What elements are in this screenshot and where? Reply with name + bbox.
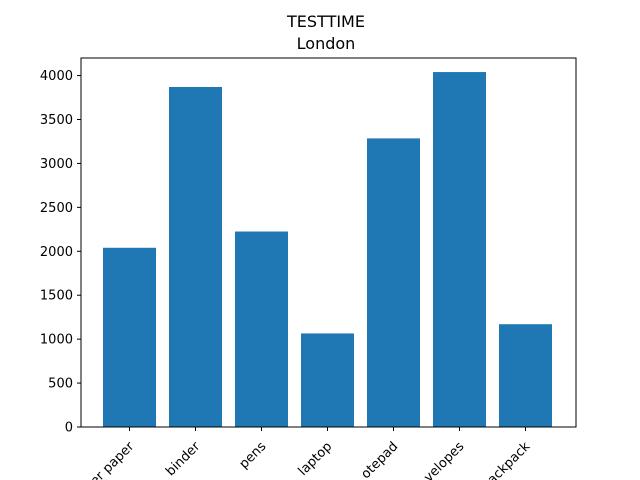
- y-tick-label: 2500: [40, 201, 73, 216]
- x-tick-label: ackpack: [485, 439, 534, 480]
- y-tick-label: 1500: [40, 289, 73, 304]
- x-tick-label: laptop: [296, 439, 336, 479]
- y-tick-label: 3500: [40, 113, 73, 128]
- chart-subtitle: London: [297, 34, 356, 53]
- bar-backpack: [499, 324, 552, 427]
- y-axis: 0 500 1000 1500 2000 2500 3000 3500 4000: [40, 69, 81, 436]
- x-tick-label: er paper: [88, 439, 138, 480]
- chart-title: TESTTIME: [286, 12, 365, 31]
- plot-frame: [80, 57, 577, 428]
- y-tick-label: 500: [48, 377, 73, 392]
- bar-pens: [235, 231, 288, 427]
- bar-envelopes: [433, 72, 486, 428]
- bars: [103, 72, 552, 428]
- y-tick-label: 2000: [40, 245, 73, 260]
- bar-laptop: [301, 333, 354, 427]
- x-axis: er paper binder pens laptop otepad velopes ack…: [88, 427, 534, 480]
- bar-notepad: [367, 138, 420, 427]
- x-tick-label: binder: [163, 439, 204, 480]
- y-tick-label: 4000: [40, 69, 73, 84]
- bar-binder: [169, 86, 222, 427]
- y-tick-label: 0: [65, 421, 73, 436]
- x-tick-label: pens: [237, 439, 270, 472]
- x-tick-label: otepad: [359, 439, 402, 480]
- y-tick-label: 3000: [40, 157, 73, 172]
- x-tick-label: velopes: [421, 439, 467, 480]
- bar-paper: [103, 247, 156, 427]
- y-tick-label: 1000: [40, 333, 73, 348]
